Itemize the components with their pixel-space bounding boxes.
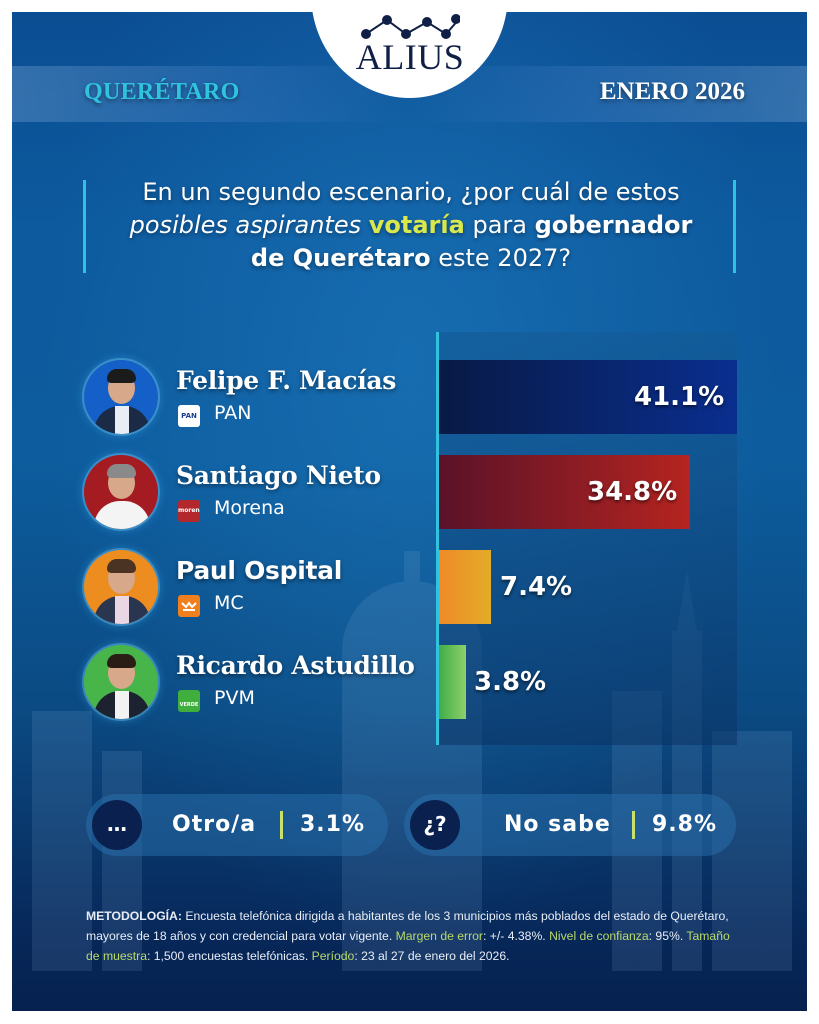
confidence-value: : 95%. [648, 929, 684, 943]
other-label: Otro/a [172, 812, 257, 837]
question-accent-right [733, 180, 736, 273]
morena-logo-icon: morena [178, 500, 200, 522]
question-bold: de Querétaro [250, 244, 431, 272]
verde-logo-icon: VERDE [178, 690, 200, 712]
party-name: PAN [214, 402, 252, 424]
question-icon: ¿? [410, 800, 460, 850]
period-value: : 23 al 27 de enero del 2026. [354, 949, 510, 963]
sample-label: Tamaño de muestra [86, 929, 730, 963]
party-name: PVM [214, 687, 255, 709]
methodology-title: METODOLOGÍA: [86, 909, 182, 923]
candidate-name: Ricardo Astudillo [176, 651, 415, 680]
region-label: QUERÉTARO [84, 79, 240, 105]
question-text: este 2027? [438, 244, 572, 272]
candidate-name: Santiago Nieto [176, 461, 381, 490]
candidate-name: Felipe F. Macías [176, 366, 397, 395]
candidate-santiago: Santiago Nieto morena Morena [84, 455, 434, 535]
methodology-text: Encuesta telefónica dirigida a habitante… [86, 909, 729, 943]
margin-label: Margen de error [395, 929, 483, 943]
mc-logo-icon [178, 595, 200, 617]
pan-logo-icon: PAN [178, 405, 200, 427]
avatar [84, 360, 158, 434]
question-highlight: votaría [368, 211, 465, 239]
sample-value: : 1,500 encuestas telefónicas. [146, 949, 309, 963]
party-name: Morena [214, 497, 285, 519]
separator [280, 811, 283, 839]
dont-know-value: 9.8% [652, 812, 718, 837]
margin-value: : +/- 4.38%. [483, 929, 546, 943]
survey-question: En un segundo escenario, ¿por cuál de es… [96, 176, 726, 275]
period-label: Período [311, 949, 355, 963]
bar-value-felipe: 41.1% [634, 382, 725, 412]
bar-paul [439, 550, 491, 624]
question-bold: gobernador [534, 211, 693, 239]
other-value: 3.1% [300, 812, 366, 837]
ellipsis-icon: … [92, 800, 142, 850]
confidence-label: Nivel de confianza [549, 929, 649, 943]
candidate-paul: Paul Ospital MC [84, 550, 434, 630]
question-text: En un segundo escenario, ¿por cuál de es… [142, 178, 680, 206]
dont-know-label: No sabe [504, 812, 611, 837]
avatar [84, 645, 158, 719]
bar-santiago [439, 455, 690, 529]
other-pill: … Otro/a 3.1% [86, 794, 388, 856]
bar-ricardo [439, 645, 466, 719]
chart-axis [436, 332, 439, 745]
dont-know-pill: ¿? No sabe 9.8% [404, 794, 736, 856]
bar-value-paul: 7.4% [500, 572, 573, 602]
date-label: ENERO 2026 [599, 78, 745, 105]
line-chart-dots-icon [361, 14, 460, 39]
question-text: para [472, 211, 527, 239]
bar-value-ricardo: 3.8% [474, 667, 547, 697]
party-name: MC [214, 592, 244, 614]
bar-felipe [439, 360, 737, 434]
separator [632, 811, 635, 839]
bar-value-santiago: 34.8% [587, 477, 678, 507]
methodology-note: METODOLOGÍA: Encuesta telefónica dirigid… [86, 906, 746, 966]
candidate-felipe: Felipe F. Macías PAN PAN [84, 360, 434, 440]
avatar [84, 550, 158, 624]
avatar [84, 455, 158, 529]
candidate-ricardo: Ricardo Astudillo VERDE PVM [84, 645, 434, 725]
candidate-name: Paul Ospital [176, 556, 342, 585]
question-accent-left [83, 180, 86, 273]
brand-logo: ALIUS [350, 12, 470, 76]
question-italic: posibles aspirantes [129, 211, 362, 239]
brand-name: ALIUS [355, 37, 465, 77]
